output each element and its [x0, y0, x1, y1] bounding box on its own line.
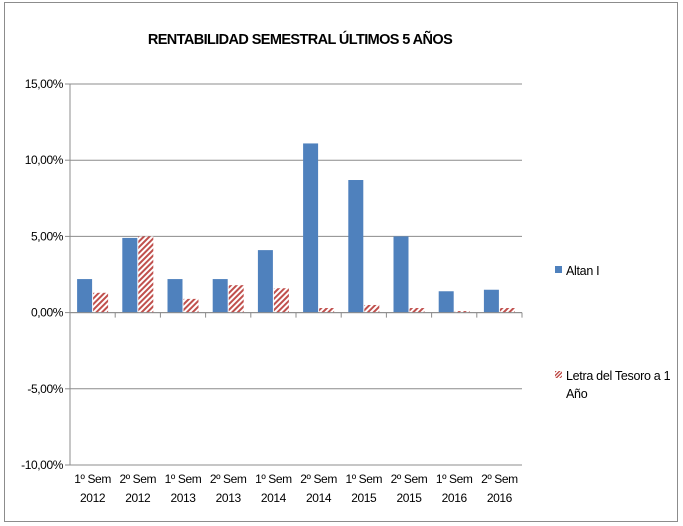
legend-item-altan: Altan I	[555, 262, 600, 280]
x-tick-label: 2016	[442, 491, 468, 505]
bar-altan	[212, 279, 228, 313]
legend-label-altan: Altan I	[566, 264, 600, 278]
x-tick-label: 2013	[216, 491, 242, 505]
bar-altan	[348, 180, 364, 313]
bar-altan	[257, 250, 273, 313]
bar-altan	[438, 291, 454, 313]
x-tick-label: 2012	[125, 491, 151, 505]
bar-altan	[122, 237, 138, 313]
bar-altan	[393, 236, 409, 313]
x-tick-label: 2º Sem	[481, 472, 518, 486]
y-tick-label: 0,00%	[31, 306, 64, 320]
bar-letra	[183, 298, 199, 313]
x-tick-label: 2º Sem	[391, 472, 428, 486]
x-tick-label: 1º Sem	[255, 472, 292, 486]
bar-letra	[138, 236, 154, 313]
x-tick-label: 1º Sem	[436, 472, 473, 486]
x-tick-label: 2016	[487, 491, 513, 505]
x-tick-label: 2015	[351, 491, 377, 505]
y-tick-label: 5,00%	[31, 229, 64, 243]
x-tick-label: 2º Sem	[119, 472, 156, 486]
legend-swatch-letra	[555, 371, 562, 378]
y-tick-label: 15,00%	[25, 77, 64, 91]
y-tick-label: -10,00%	[21, 458, 64, 472]
chart-frame	[4, 2, 678, 522]
bar-altan	[167, 279, 183, 313]
x-tick-label: 2º Sem	[210, 472, 247, 486]
x-tick-label: 1º Sem	[345, 472, 382, 486]
bar-letra	[364, 304, 380, 313]
y-tick-label: -5,00%	[27, 382, 63, 396]
bar-letra	[273, 288, 289, 313]
bar-letra	[454, 311, 470, 313]
legend-swatch-altan	[555, 266, 562, 273]
x-tick-label: 1º Sem	[74, 472, 111, 486]
x-tick-label: 2013	[170, 491, 196, 505]
chart-title: RENTABILIDAD SEMESTRAL ÚLTIMOS 5 AÑOS	[147, 32, 453, 48]
bar-altan	[77, 279, 93, 313]
bar-letra	[499, 308, 515, 313]
y-tick-label: 10,00%	[25, 153, 64, 167]
x-tick-label: 1º Sem	[165, 472, 202, 486]
legend-item-letra: Letra del Tesoro a 1 Año	[555, 367, 681, 403]
x-tick-label: 2º Sem	[300, 472, 337, 486]
bar-altan	[483, 289, 499, 313]
bar-letra	[228, 285, 244, 313]
bar-altan	[303, 143, 319, 313]
bar-letra	[409, 308, 425, 313]
x-tick-label: 2012	[80, 491, 106, 505]
x-tick-label: 2014	[261, 491, 287, 505]
x-tick-label: 2014	[306, 491, 332, 505]
legend-label-letra: Letra del Tesoro a 1 Año	[566, 369, 671, 401]
x-tick-label: 2015	[396, 491, 422, 505]
bar-letra	[319, 308, 335, 313]
bar-letra	[93, 292, 109, 313]
